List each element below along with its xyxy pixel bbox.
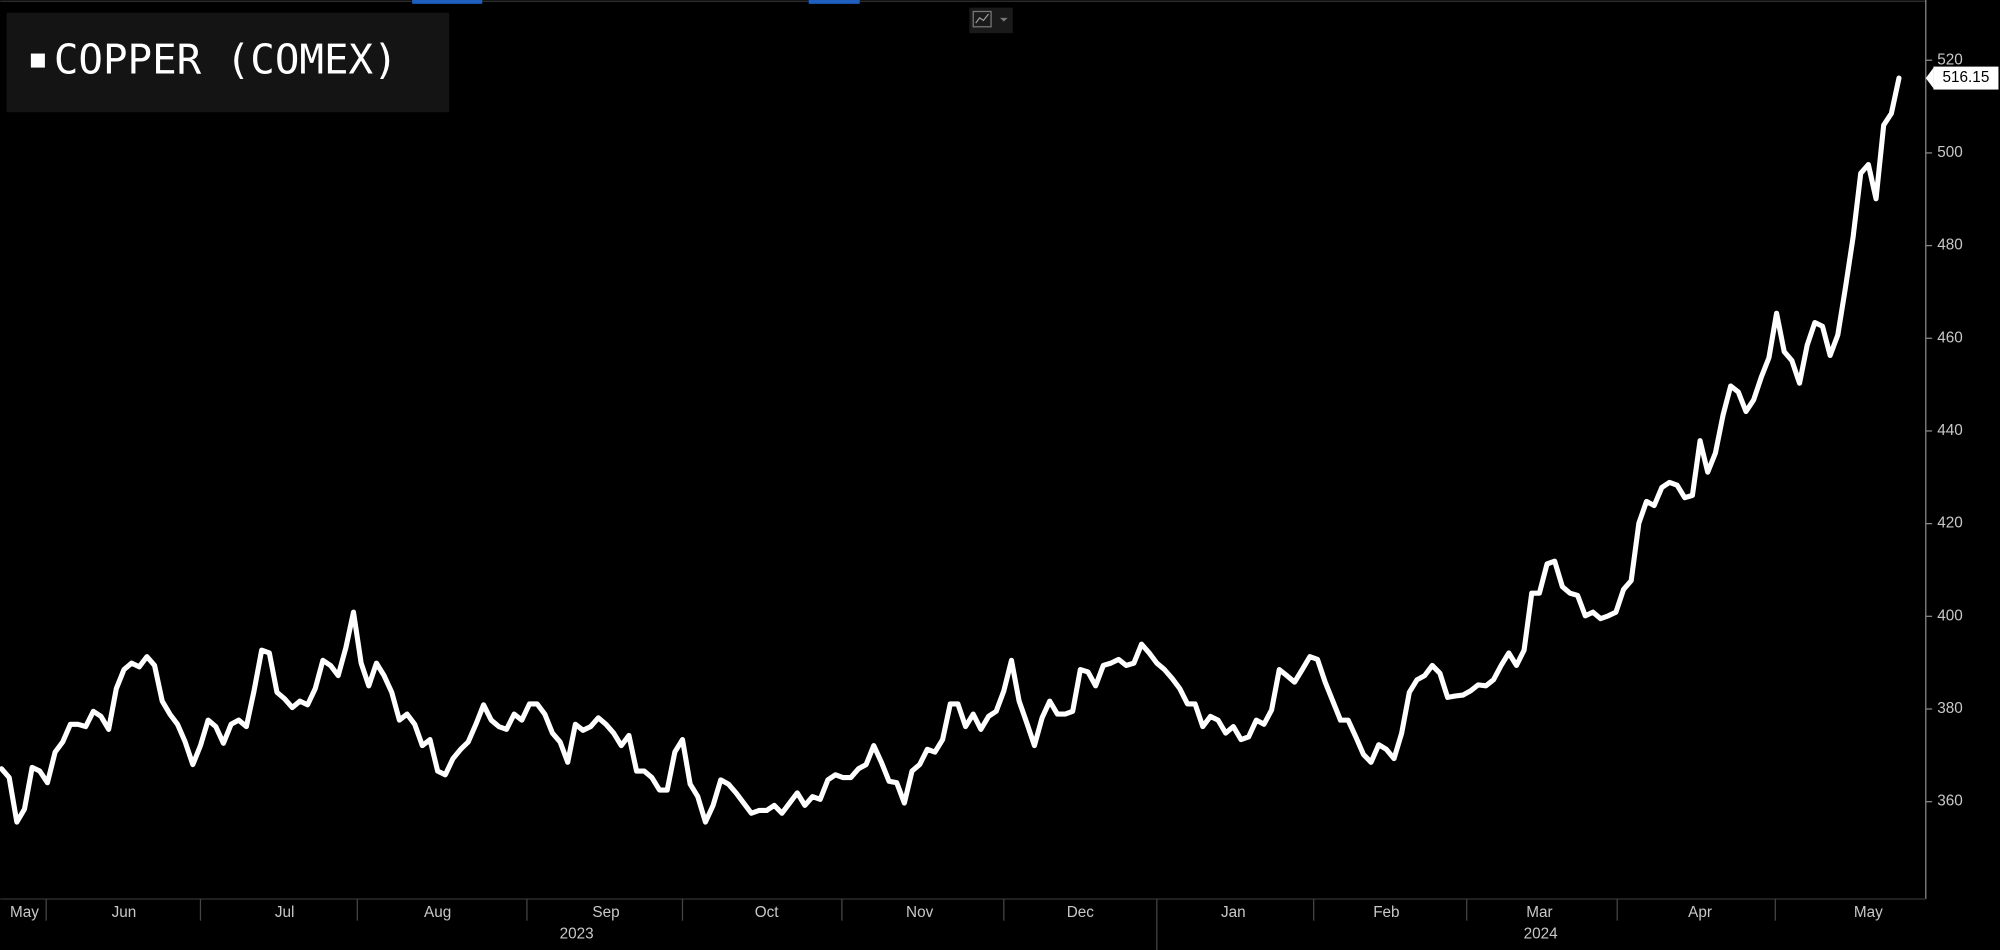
x-tick-label: May [1854,904,1883,921]
y-tick-label: 480 [1937,237,1963,254]
x-tick-label: Jul [275,904,295,921]
y-tick-label: 360 [1937,793,1963,810]
legend: COPPER (COMEX) [6,12,450,113]
plot-area [0,75,1902,825]
last-value-box [1933,66,1999,90]
y-tick-label: 460 [1937,329,1963,346]
y-tick-label: 440 [1937,422,1963,439]
x-tick-label: Sep [592,904,619,921]
legend-box [6,12,450,113]
legend-swatch [30,53,45,68]
tab-indicator[interactable] [412,0,483,4]
year-label: 2023 [560,926,594,943]
x-tick-label: Jun [112,904,137,921]
y-tick-label: 400 [1937,607,1963,624]
chart-type-button[interactable] [969,7,1013,34]
x-tick-label: Aug [424,904,451,921]
last-value-pointer [1925,67,1934,89]
x-tick-label: Nov [906,904,934,921]
x-tick-label: Apr [1688,904,1712,921]
y-tick-label: 500 [1937,144,1963,161]
y-tick-label: 520 [1937,51,1963,68]
x-tick-label: May [10,904,39,921]
x-tick-label: Oct [755,904,780,921]
x-tick-label: Mar [1526,904,1552,921]
x-tick-label: Jan [1221,904,1246,921]
year-label: 2024 [1524,926,1559,943]
price-line [0,75,1902,825]
month-separators [45,898,1776,950]
tab-indicator[interactable] [808,0,860,4]
x-tick-label: Dec [1067,904,1095,921]
y-tick-label: 380 [1937,700,1963,717]
y-tick-label: 420 [1937,515,1963,532]
legend-label: COPPER (COMEX) [54,35,398,83]
last-value-label: 516.15 [1943,69,1990,86]
x-tick-label: Feb [1373,904,1399,921]
